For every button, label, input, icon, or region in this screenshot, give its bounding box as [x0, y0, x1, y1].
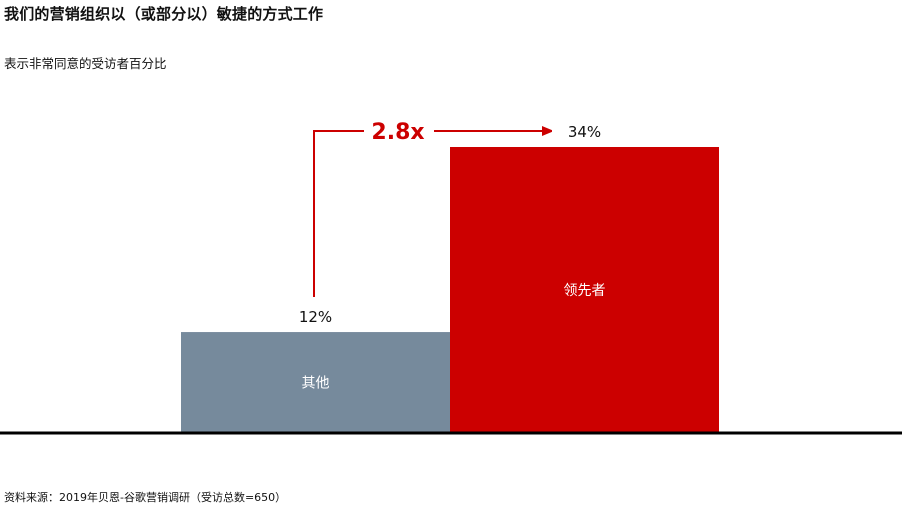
growth-connector-line	[313, 130, 364, 298]
growth-multiplier-label: 2.8x	[371, 120, 424, 145]
category-label-leader: 领先者	[564, 283, 606, 299]
labels-layer: 12% 其他 34% 领先者	[299, 123, 606, 392]
source-note: 资料来源：2019年贝恩-谷歌营销调研（受访总数=650）	[4, 491, 287, 504]
chart-title: 我们的营销组织以（或部分以）敏捷的方式工作	[4, 5, 324, 23]
bar-other	[181, 332, 450, 433]
value-label-other: 12%	[299, 308, 332, 326]
value-label-leader: 34%	[568, 123, 601, 141]
bars-layer	[0, 147, 902, 435]
chart-subtitle: 表示非常同意的受访者百分比	[4, 56, 167, 71]
bar-leader	[450, 147, 719, 433]
growth-annotation: 2.8x	[313, 120, 548, 298]
category-label-other: 其他	[302, 376, 330, 392]
